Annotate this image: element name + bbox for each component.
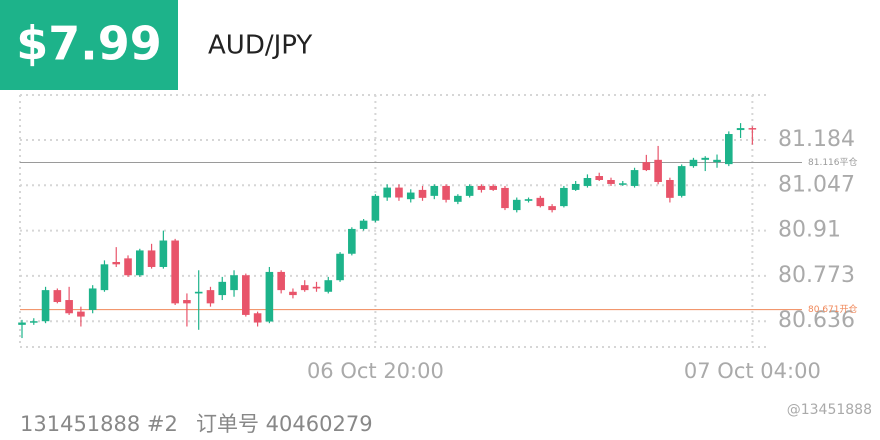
- candle-body: [583, 178, 592, 186]
- candle-body: [465, 185, 474, 196]
- candle-body: [701, 157, 710, 160]
- candle-body: [536, 197, 545, 207]
- candle-body: [524, 199, 533, 201]
- candle-body: [406, 192, 415, 200]
- candle-body: [395, 187, 403, 198]
- candle-body: [736, 128, 745, 131]
- candle-body: [713, 159, 721, 163]
- x-tick-label: 07 Oct 04:00: [684, 359, 821, 383]
- candle-body: [65, 300, 73, 314]
- candle-body: [442, 185, 450, 200]
- y-tick-label: 80.91: [778, 218, 841, 243]
- candle-body: [689, 159, 698, 167]
- candle-body: [218, 281, 227, 296]
- candle-body: [277, 271, 285, 291]
- candle-body: [265, 271, 274, 322]
- candle-body: [359, 220, 368, 229]
- y-tick-label: 80.773: [778, 263, 855, 288]
- candle-body: [206, 290, 215, 304]
- candle-body: [336, 253, 344, 281]
- candle-body: [571, 183, 580, 190]
- candle-body: [112, 262, 121, 265]
- candle-body: [289, 291, 297, 296]
- candle-body: [147, 250, 156, 267]
- candle-body: [41, 290, 50, 322]
- candle-body: [253, 313, 262, 323]
- candle-body: [100, 264, 109, 291]
- candle-body: [159, 240, 168, 267]
- x-tick-label: 06 Oct 20:00: [307, 359, 444, 383]
- candle-body: [300, 285, 309, 291]
- y-tick-label: 81.184: [778, 127, 855, 152]
- reference-label: 81.116平仓: [808, 156, 858, 168]
- candle-body: [230, 275, 238, 291]
- candle-body: [183, 300, 191, 304]
- candle-body: [642, 162, 651, 171]
- candle-body: [748, 128, 757, 130]
- price: $7.99: [16, 17, 162, 71]
- watermark: @13451888: [787, 402, 872, 418]
- candle-body: [430, 185, 439, 196]
- y-tick-label: 81.047: [778, 172, 855, 197]
- candle-body: [371, 195, 380, 221]
- candle-body: [383, 187, 391, 198]
- price-badge: [0, 0, 178, 90]
- reference-label: 80.671开仓: [808, 303, 858, 315]
- candle-body: [618, 183, 627, 185]
- candle-body: [312, 286, 321, 289]
- candle-body: [548, 206, 556, 211]
- candle-body: [77, 311, 85, 317]
- candle-body: [242, 275, 250, 315]
- candle-body: [501, 187, 509, 209]
- candle-body: [171, 240, 179, 304]
- candle-body: [53, 290, 62, 303]
- y-tick-label: 80.636: [778, 308, 855, 333]
- candle-body: [725, 134, 733, 165]
- candle-body: [677, 166, 686, 196]
- symbol: AUD/JPY: [208, 31, 312, 61]
- candle-body: [348, 228, 356, 254]
- candle-body: [29, 321, 38, 323]
- candle-body: [194, 291, 203, 294]
- candle-body: [630, 170, 639, 186]
- candle-body: [654, 159, 662, 182]
- candle-body: [595, 176, 604, 180]
- candle-body: [512, 199, 521, 211]
- candle-body: [18, 322, 26, 325]
- candle-body: [418, 189, 427, 198]
- candle-body: [666, 179, 674, 198]
- candle-body: [124, 258, 132, 276]
- candle-body: [136, 250, 144, 276]
- order: 订单号 40460279: [196, 412, 373, 436]
- candle-body: [489, 185, 497, 190]
- candle-body: [454, 195, 462, 202]
- account: 131451888 #2: [20, 412, 178, 436]
- candle-body: [560, 187, 568, 207]
- candle-body: [477, 185, 486, 190]
- candle-body: [607, 179, 615, 184]
- candle-body: [324, 280, 333, 292]
- candle-body: [88, 288, 97, 310]
